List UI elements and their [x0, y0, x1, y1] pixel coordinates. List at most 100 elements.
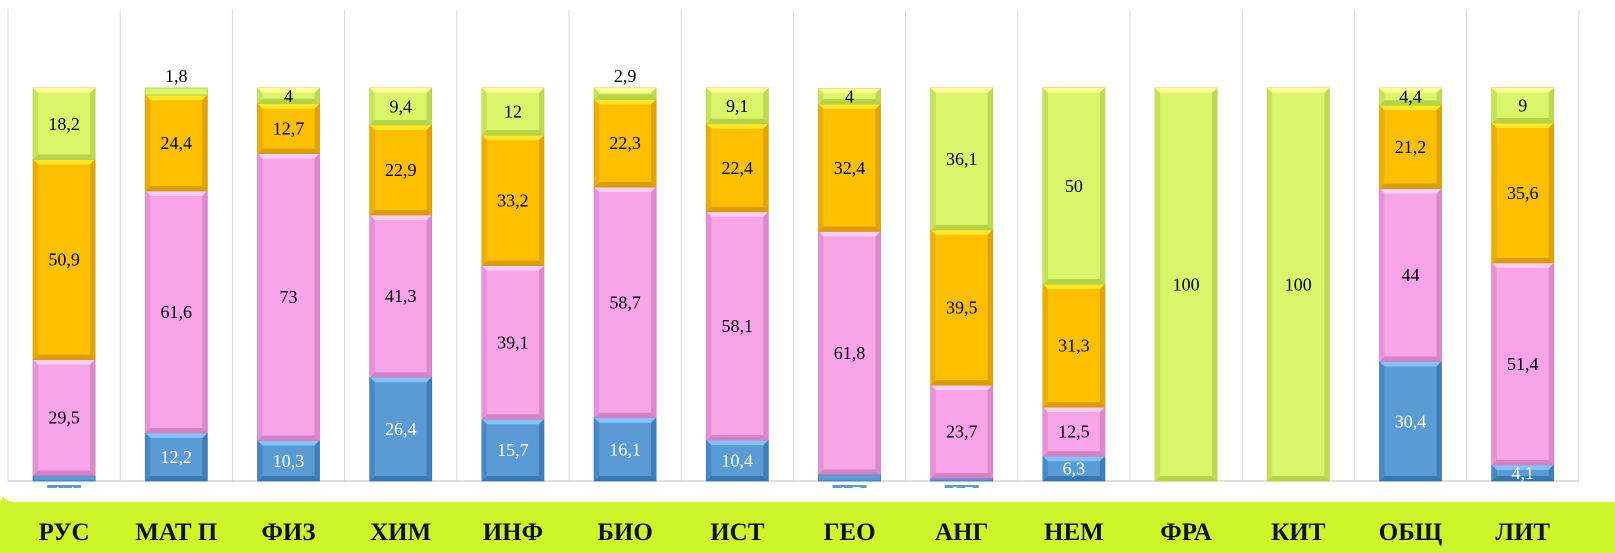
bar-segment-body	[1042, 283, 1106, 408]
bar-bevel-top	[1042, 456, 1105, 462]
bar-bevel-left	[369, 88, 375, 125]
data-label: 4,4	[1399, 87, 1422, 107]
bar-segment	[818, 87, 881, 105]
bar-bevel-left	[594, 88, 600, 100]
bar-segment-body	[593, 417, 657, 482]
bar-bevel-left	[481, 135, 487, 266]
bar-segment	[1379, 361, 1442, 482]
bar-bevel-left	[594, 187, 600, 418]
bar-bevel-top	[706, 88, 769, 93]
bar-bevel-right	[651, 417, 657, 481]
bar-segment	[481, 265, 545, 420]
bar-bevel-bottom	[706, 435, 769, 441]
data-label: 18,2	[48, 114, 80, 134]
category-label: ФИЗ	[261, 519, 316, 546]
data-label: 22,3	[609, 133, 641, 153]
bar-bevel-right	[426, 377, 432, 481]
bar-bevel-right	[538, 265, 544, 420]
category-label: КИТ	[1271, 519, 1326, 546]
bar-bevel-left	[369, 124, 375, 215]
bar-bevel-top	[481, 265, 544, 271]
bar-segment-body	[1491, 262, 1555, 466]
bar-bevel-right	[1548, 87, 1554, 123]
bar-bevel-right	[538, 419, 544, 481]
bar-bevel-left	[706, 211, 712, 441]
bar-segment	[144, 94, 208, 192]
bar-bevel-top	[33, 159, 96, 165]
bar-segment	[705, 211, 769, 441]
bar-bevel-bottom	[594, 476, 657, 481]
data-label: 1,8	[165, 66, 188, 86]
bar-bevel-left	[257, 153, 263, 441]
bar-bevel-left	[33, 88, 39, 160]
bar-segment	[369, 87, 433, 126]
bar-bevel-top	[1155, 88, 1218, 93]
data-label: 50	[1065, 176, 1083, 196]
bar-bevel-bottom	[706, 476, 769, 481]
bar-bevel-left	[594, 99, 600, 188]
bar-segment	[705, 123, 769, 213]
bar-bevel-right	[1436, 105, 1442, 189]
bar-bevel-left	[1042, 456, 1048, 481]
bar-bevel-bottom	[706, 118, 769, 124]
bar-bevel-bottom	[1042, 279, 1105, 285]
bar-bevel-top	[930, 229, 993, 235]
bar-bevel-bottom	[481, 130, 544, 136]
bar-bevel-left	[481, 88, 487, 136]
bar-bevel-bottom	[145, 185, 208, 191]
bar-bevel-top	[145, 95, 208, 101]
bar-bevel-left	[930, 385, 936, 479]
bar-segment-body	[1379, 188, 1442, 362]
bar-segment	[369, 124, 433, 216]
bar-bevel-bottom	[1042, 476, 1105, 481]
bar-bevel-left	[706, 123, 712, 212]
bar-bevel-right	[651, 187, 657, 418]
bar-segment	[1042, 283, 1106, 408]
bar-bevel-left	[369, 377, 375, 481]
bar-bevel-right	[1436, 361, 1442, 481]
bar-segment	[257, 440, 320, 482]
footer-curve	[0, 488, 1615, 502]
bar-bevel-top	[369, 214, 432, 220]
bar-bevel-bottom	[33, 354, 96, 360]
bar-bevel-bottom	[145, 476, 208, 481]
bar-segment-body	[593, 98, 657, 188]
bar-segment	[32, 475, 96, 482]
bar-bevel-bottom	[481, 414, 544, 420]
bar-bevel-top	[818, 88, 881, 94]
bar-segment	[818, 473, 881, 482]
bar-segment-body	[144, 432, 208, 482]
bar-bevel-left	[1491, 122, 1497, 263]
bar-segment-body	[818, 473, 881, 482]
bar-segment	[818, 231, 881, 475]
bar-bevel-right	[426, 124, 432, 215]
bar-segment-body	[32, 159, 96, 360]
data-label: 39,5	[946, 297, 978, 317]
bar-bevel-top	[257, 440, 320, 446]
bar-bevel-right	[651, 88, 657, 100]
bar-bevel-bottom	[1379, 476, 1442, 481]
bar-bevel-left	[1379, 105, 1385, 189]
bar-bevel-right	[875, 231, 881, 475]
category-label: ОБЩ	[1378, 519, 1443, 546]
bar-bevel-bottom	[706, 206, 769, 212]
bar-bevel-bottom	[369, 372, 432, 378]
bar-segment	[1042, 455, 1106, 482]
category-label: ЛИТ	[1495, 519, 1551, 546]
data-label: 61,8	[834, 343, 866, 363]
data-label: 24,4	[161, 133, 193, 153]
bar-bevel-left	[818, 231, 824, 475]
bar-bevel-left	[1042, 407, 1048, 457]
data-label: 39,1	[497, 332, 529, 352]
bar-bevel-bottom	[369, 119, 432, 125]
bar-bevel-bottom	[818, 469, 881, 475]
bar-bevel-top	[1042, 284, 1105, 290]
bar-bevel-top	[594, 99, 657, 105]
bar-bevel-left	[706, 440, 712, 481]
bar-bevel-left	[1042, 284, 1048, 408]
data-label: 61,6	[161, 302, 193, 322]
bar-bevel-right	[987, 88, 993, 230]
bar-bevel-right	[1099, 407, 1105, 457]
bar-segment-body	[705, 87, 769, 125]
